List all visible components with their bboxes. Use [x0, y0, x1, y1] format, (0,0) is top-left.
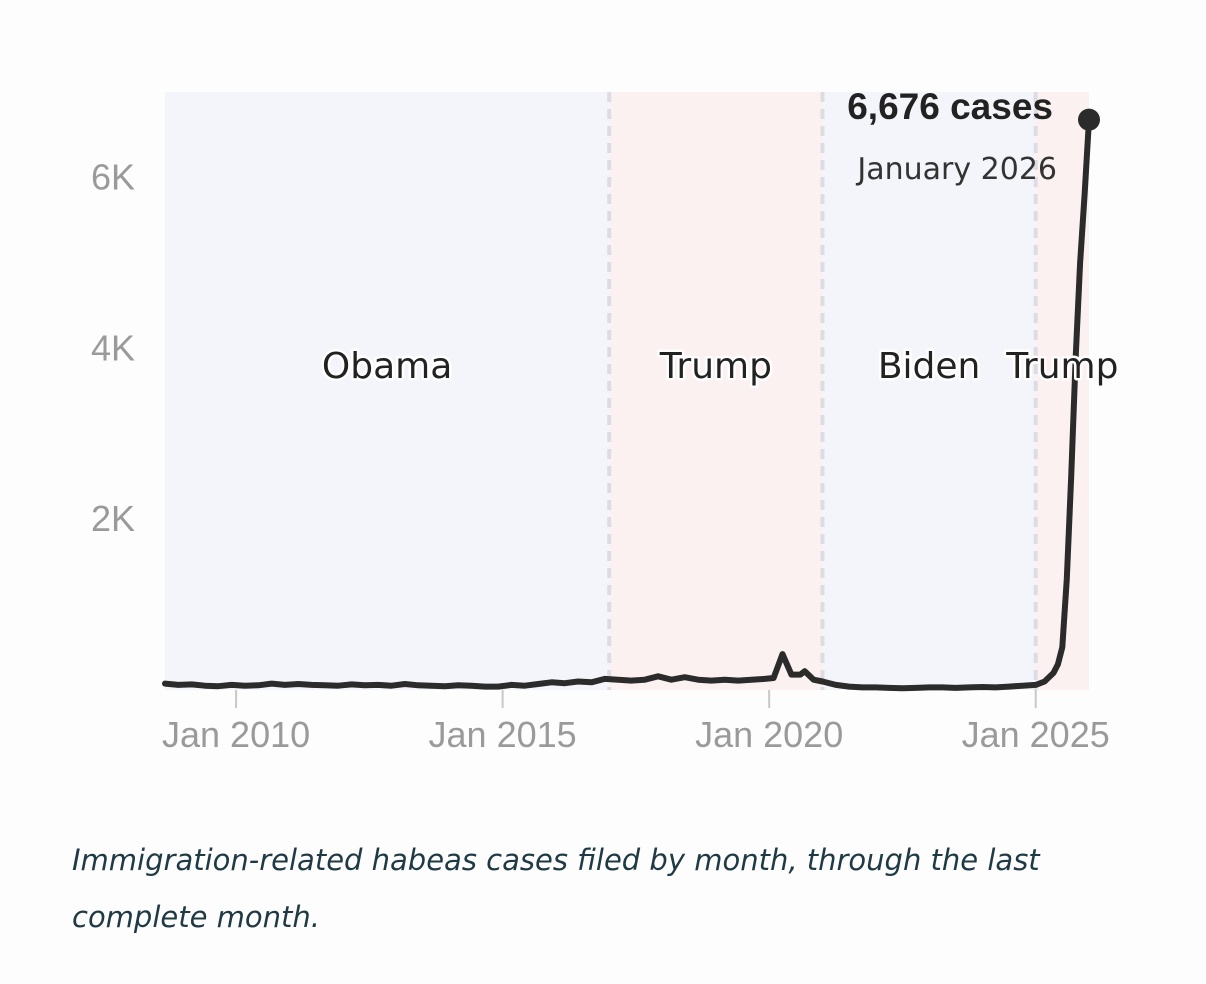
last-value-dot	[1078, 108, 1100, 131]
x-tick-label-2: Jan 2020	[695, 714, 843, 755]
annotation-value-label: 6,676 cases	[847, 86, 1053, 127]
era-labels: Obama Trump Biden Trump	[319, 344, 1121, 390]
y-tick-label-0: 2K	[91, 498, 135, 539]
chart-caption: Immigration-related habeas cases filed b…	[72, 843, 1040, 934]
y-tick-label-2: 6K	[91, 156, 135, 197]
x-tick-label-0: Jan 2010	[162, 714, 310, 755]
last-value-annotation: 6,676 cases January 2026	[847, 86, 1100, 187]
era-label-1: Trump	[659, 346, 772, 387]
x-tick-label-3: Jan 2025	[962, 714, 1110, 755]
era-band-0	[165, 92, 610, 690]
series-line-0	[162, 116, 1092, 692]
y-tick-label-1: 4K	[91, 327, 135, 368]
era-label-2: Biden	[878, 346, 981, 387]
x-axis: Jan 2010 Jan 2015 Jan 2020 Jan 2025	[162, 690, 1110, 755]
series-line-group	[162, 116, 1092, 692]
y-axis: 2K 4K 6K	[91, 156, 135, 539]
era-band-3	[1035, 92, 1089, 690]
era-label-0: Obama	[322, 346, 452, 387]
annotation-date-label: January 2026	[855, 152, 1057, 187]
era-bands	[165, 92, 1089, 690]
x-tick-label-1: Jan 2015	[429, 714, 577, 755]
era-band-2	[822, 92, 1036, 690]
era-band-1	[609, 92, 823, 690]
era-label-3: Trump	[1005, 346, 1118, 387]
